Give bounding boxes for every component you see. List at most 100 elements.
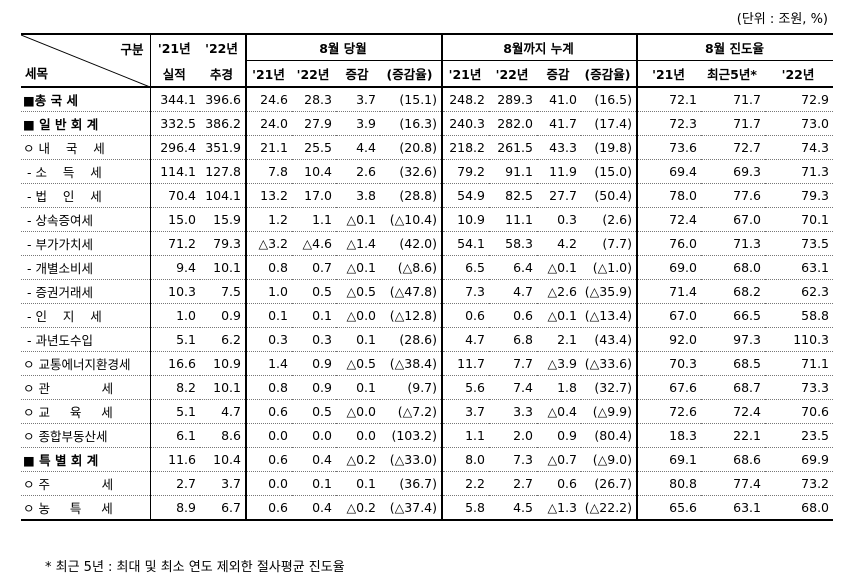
row-cell: 71.1: [765, 351, 834, 376]
row-cell: △1.3: [537, 495, 581, 521]
row-cell: 11.7: [441, 351, 489, 376]
row-cell: (19.8): [581, 135, 637, 160]
row-label: - 인 지 세: [21, 303, 150, 328]
row-cell: 8.6: [200, 423, 246, 448]
row-cell: 72.4: [701, 399, 765, 424]
row-cell: 54.1: [441, 231, 489, 256]
row-cell: 54.9: [441, 183, 489, 208]
row-cell: 7.7: [489, 351, 537, 376]
header-actual: 실적: [149, 60, 200, 88]
row-cell: 68.7: [701, 375, 765, 400]
row-cell: 97.3: [701, 327, 765, 352]
row-cell: (△35.9): [581, 279, 637, 304]
row-cell: 8.0: [441, 447, 489, 472]
row-cell: (28.6): [380, 327, 442, 352]
header-cum-change-rate: (증감율): [581, 60, 637, 88]
row-cell: 6.5: [441, 255, 489, 280]
row-cell: 386.2: [200, 111, 246, 136]
row-cell: 240.3: [441, 111, 489, 136]
row-cell: 70.3: [636, 351, 701, 376]
row-cell: 0.1: [336, 471, 380, 496]
row-cell: 114.1: [149, 159, 200, 184]
row-cell: (△38.4): [380, 351, 442, 376]
row-label: - 개별소비세: [21, 255, 150, 280]
row-cell: 10.9: [200, 351, 246, 376]
header-gubun: 구분: [120, 42, 144, 57]
row-cell: 2.1: [537, 327, 581, 352]
row-cell: 3.7: [441, 399, 489, 424]
header-aug-22: '22년: [292, 60, 336, 88]
row-cell: 2.6: [336, 159, 380, 184]
row-cell: (△1.0): [581, 255, 637, 280]
row-cell: 69.1: [636, 447, 701, 472]
row-cell: 73.5: [765, 231, 834, 256]
row-cell: 58.3: [489, 231, 537, 256]
row-cell: △0.7: [537, 447, 581, 472]
row-cell: 28.3: [292, 87, 336, 112]
row-label: ■ 일 반 회 계: [21, 111, 150, 136]
row-cell: 11.1: [489, 207, 537, 232]
row-cell: 62.3: [765, 279, 834, 304]
row-cell: 7.3: [489, 447, 537, 472]
row-label: ㅇ 농 특 세: [21, 495, 150, 521]
row-cell: △0.5: [336, 279, 380, 304]
row-label: - 상속증여세: [21, 207, 150, 232]
row-label: ㅇ 교통에너지환경세: [21, 351, 150, 376]
row-cell: (15.0): [581, 159, 637, 184]
row-cell: 0.9: [292, 351, 336, 376]
row-label: - 과년도수입: [21, 327, 150, 352]
row-cell: (△9.9): [581, 399, 637, 424]
row-label: ㅇ 관 세: [21, 375, 150, 400]
row-cell: 69.0: [636, 255, 701, 280]
row-cell: (16.3): [380, 111, 442, 136]
row-cell: 71.3: [765, 159, 834, 184]
row-cell: △0.1: [537, 255, 581, 280]
row-cell: 80.8: [636, 471, 701, 496]
row-cell: (20.8): [380, 135, 442, 160]
row-cell: (26.7): [581, 471, 637, 496]
header-prog-22: '22년: [765, 60, 834, 88]
row-cell: 71.7: [701, 87, 765, 112]
row-cell: (16.5): [581, 87, 637, 112]
row-cell: 72.1: [636, 87, 701, 112]
row-cell: 0.3: [292, 327, 336, 352]
row-cell: 1.0: [245, 279, 292, 304]
row-cell: △2.6: [537, 279, 581, 304]
row-cell: 67.6: [636, 375, 701, 400]
row-cell: 6.7: [200, 495, 246, 521]
row-cell: 6.8: [489, 327, 537, 352]
row-cell: 10.1: [200, 375, 246, 400]
row-cell: △0.2: [336, 447, 380, 472]
table-row: ㅇ 농 특 세 8.9 6.7 0.6 0.4 △0.2 (△37.4) 5.8 4.5 △1.3…: [21, 495, 834, 521]
row-cell: 4.4: [336, 135, 380, 160]
row-cell: 69.3: [701, 159, 765, 184]
row-cell: △0.1: [336, 255, 380, 280]
row-cell: △0.4: [537, 399, 581, 424]
row-cell: 0.7: [292, 255, 336, 280]
row-cell: 0.6: [245, 495, 292, 521]
row-cell: 22.1: [701, 423, 765, 448]
row-cell: 72.3: [636, 111, 701, 136]
row-cell: 0.0: [292, 423, 336, 448]
row-cell: 24.0: [245, 111, 292, 136]
diagonal-line: [22, 36, 147, 85]
row-cell: 248.2: [441, 87, 489, 112]
table-row: - 부가가치세 71.2 79.3 △3.2 △4.6 △1.4 (42.0) 54.1 58.…: [21, 231, 834, 256]
row-label: - 소 득 세: [21, 159, 150, 184]
row-label: - 부가가치세: [21, 231, 150, 256]
footnote: * 최근 5년 : 최대 및 최소 연도 제외한 절사평균 진도율: [45, 560, 345, 575]
row-cell: 218.2: [441, 135, 489, 160]
row-label: - 법 인 세: [21, 183, 150, 208]
row-cell: 0.1: [245, 303, 292, 328]
header-year21: '21년: [149, 33, 200, 61]
row-cell: 70.6: [765, 399, 834, 424]
row-cell: △0.1: [336, 207, 380, 232]
row-cell: 67.0: [636, 303, 701, 328]
row-cell: 71.2: [149, 231, 200, 256]
row-cell: 6.4: [489, 255, 537, 280]
header-aug-change: 증감: [336, 60, 380, 88]
row-cell: 71.4: [636, 279, 701, 304]
row-cell: (△22.2): [581, 495, 637, 521]
row-label: ㅇ 종합부동산세: [21, 423, 150, 448]
row-cell: △0.1: [537, 303, 581, 328]
